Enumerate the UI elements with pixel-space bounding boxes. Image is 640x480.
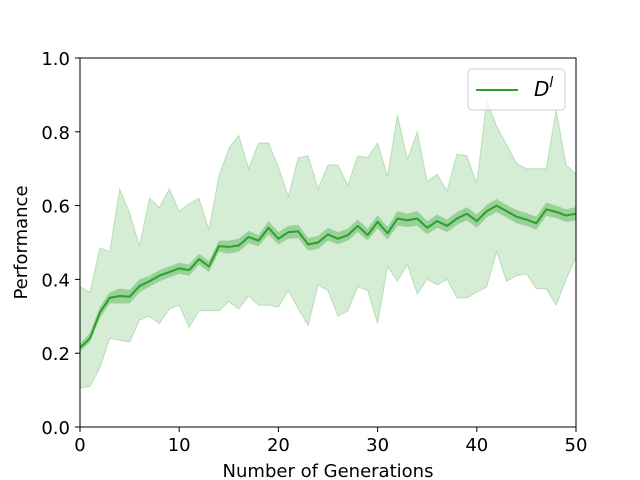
x-axis-ticks: 0 10 20 30 40 50 xyxy=(74,427,587,456)
x-tick-label: 40 xyxy=(465,435,488,456)
y-tick-label: 0.0 xyxy=(41,418,70,439)
legend-entry-label: Dl xyxy=(534,75,553,101)
y-axis-label: Performance xyxy=(11,185,32,299)
legend-entry-name: D xyxy=(534,77,549,101)
x-tick-label: 50 xyxy=(565,435,588,456)
x-tick-label: 20 xyxy=(267,435,290,456)
y-tick-label: 0.6 xyxy=(41,197,70,218)
legend: Dl xyxy=(467,68,566,111)
x-axis-label: Number of Generations xyxy=(223,461,434,480)
y-tick-label: 1.0 xyxy=(41,49,70,70)
x-tick-label: 30 xyxy=(366,435,389,456)
legend-entry-superscript: l xyxy=(549,75,553,91)
series-line-layer xyxy=(79,204,577,349)
series-mean-line xyxy=(79,204,577,349)
y-axis-ticks: 0.0 0.2 0.4 0.6 0.8 1.0 xyxy=(41,49,80,439)
y-tick-label: 0.8 xyxy=(41,123,70,144)
y-tick-label: 0.4 xyxy=(41,270,70,291)
x-tick-label: 10 xyxy=(168,435,191,456)
y-tick-label: 0.2 xyxy=(41,344,70,365)
confidence-band xyxy=(80,198,576,352)
x-tick-label: 0 xyxy=(74,435,85,456)
confidence-band-layer xyxy=(80,198,576,352)
plot-area-frame xyxy=(79,57,577,428)
